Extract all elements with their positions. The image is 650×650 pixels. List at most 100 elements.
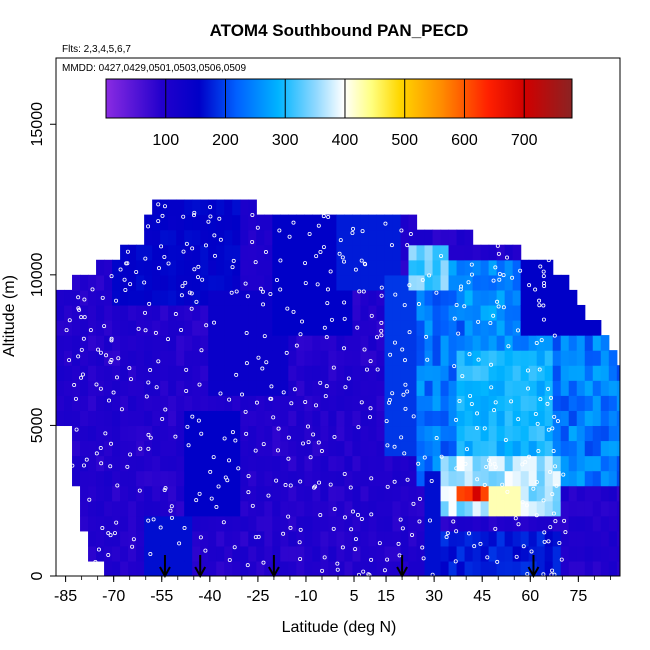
heat-cell bbox=[176, 410, 185, 427]
sample-point bbox=[222, 436, 227, 441]
heat-cell bbox=[496, 244, 506, 261]
sample-point bbox=[294, 343, 299, 348]
sample-point bbox=[399, 435, 404, 440]
heat-cell bbox=[576, 335, 586, 351]
heat-cell bbox=[488, 545, 498, 562]
heat-cell bbox=[520, 350, 530, 366]
heat-cell bbox=[504, 380, 514, 396]
sample-point bbox=[298, 332, 303, 337]
heat-cell bbox=[496, 410, 506, 427]
sample-point bbox=[501, 305, 506, 310]
heat-cell bbox=[200, 289, 209, 306]
sample-point bbox=[335, 561, 340, 566]
heat-cell bbox=[584, 320, 594, 336]
heat-cell bbox=[400, 470, 410, 487]
sample-point bbox=[467, 352, 472, 357]
heat-cell bbox=[304, 440, 313, 457]
heat-cell bbox=[240, 259, 249, 276]
sample-point bbox=[484, 464, 489, 469]
heat-cell bbox=[264, 289, 273, 306]
x-tick-label: -40 bbox=[198, 588, 221, 605]
heat-cell bbox=[512, 440, 522, 457]
sample-point bbox=[420, 545, 425, 550]
heat-cell bbox=[272, 365, 281, 381]
heat-cell bbox=[128, 515, 137, 532]
heat-cell bbox=[384, 320, 394, 336]
heat-cell bbox=[224, 199, 233, 216]
heat-cell bbox=[144, 395, 153, 411]
heat-cell bbox=[232, 410, 241, 427]
heat-cell bbox=[256, 259, 265, 276]
heat-cell bbox=[136, 545, 145, 562]
heat-cell bbox=[376, 214, 386, 231]
heat-cell bbox=[408, 470, 418, 487]
sample-point bbox=[550, 492, 555, 497]
heat-cell bbox=[96, 485, 105, 502]
heat-cell bbox=[144, 470, 153, 487]
heat-cell bbox=[600, 545, 610, 562]
heat-cell bbox=[352, 304, 362, 321]
sample-point bbox=[98, 386, 103, 391]
heat-cell bbox=[336, 500, 346, 517]
heat-cell bbox=[392, 425, 402, 442]
heat-cell bbox=[336, 335, 346, 351]
heat-cell bbox=[200, 470, 209, 487]
sample-point bbox=[197, 491, 202, 496]
heat-cell bbox=[320, 425, 329, 442]
sample-point bbox=[108, 533, 113, 538]
heat-cell bbox=[176, 530, 185, 547]
heat-cell bbox=[568, 410, 578, 427]
heat-cell bbox=[536, 289, 546, 306]
heat-cell bbox=[496, 560, 506, 576]
heat-cell bbox=[328, 214, 337, 231]
heat-cell bbox=[104, 259, 113, 276]
heat-cell bbox=[608, 515, 618, 532]
heat-cell bbox=[272, 350, 281, 366]
heat-cell bbox=[256, 395, 265, 411]
heat-cell bbox=[320, 515, 329, 532]
sample-point bbox=[256, 355, 261, 360]
sample-point bbox=[548, 470, 553, 475]
heat-cell bbox=[280, 335, 289, 351]
heat-cell bbox=[208, 274, 217, 291]
heat-cell bbox=[464, 229, 474, 246]
heat-cell bbox=[464, 335, 474, 351]
heat-cell bbox=[248, 440, 257, 457]
sample-point bbox=[283, 483, 288, 488]
sample-point bbox=[505, 255, 510, 260]
sample-point bbox=[521, 544, 526, 549]
heat-cell bbox=[200, 395, 209, 411]
sample-point bbox=[103, 431, 108, 436]
heat-cell bbox=[200, 410, 209, 427]
heat-cell bbox=[560, 470, 570, 487]
heat-cell bbox=[448, 244, 458, 261]
heat-cell bbox=[544, 560, 554, 576]
heat-cell bbox=[616, 380, 620, 396]
x-tick-label: -25 bbox=[246, 588, 269, 605]
sample-point bbox=[416, 302, 421, 307]
heat-cell bbox=[320, 274, 329, 291]
heat-cell bbox=[440, 425, 450, 442]
heat-cell bbox=[368, 304, 378, 321]
heat-cell bbox=[248, 365, 257, 381]
heat-cell bbox=[376, 485, 386, 502]
heat-cell bbox=[304, 500, 313, 517]
heat-cell bbox=[64, 380, 73, 396]
heat-cell bbox=[224, 545, 233, 562]
heat-cell bbox=[472, 425, 482, 442]
sample-point bbox=[453, 559, 458, 564]
heat-cell bbox=[72, 425, 81, 442]
heat-cell bbox=[128, 545, 137, 562]
sample-point bbox=[93, 560, 98, 565]
heat-cell bbox=[112, 425, 121, 442]
heat-cell bbox=[488, 335, 498, 351]
heat-cell bbox=[608, 455, 618, 472]
heat-cell bbox=[568, 500, 578, 517]
sample-point bbox=[151, 517, 156, 522]
sample-point bbox=[342, 316, 347, 321]
heat-cell bbox=[320, 440, 329, 457]
heat-cell bbox=[344, 335, 354, 351]
heat-cell bbox=[352, 470, 362, 487]
heat-cell bbox=[120, 274, 129, 291]
heat-cell bbox=[592, 410, 602, 427]
